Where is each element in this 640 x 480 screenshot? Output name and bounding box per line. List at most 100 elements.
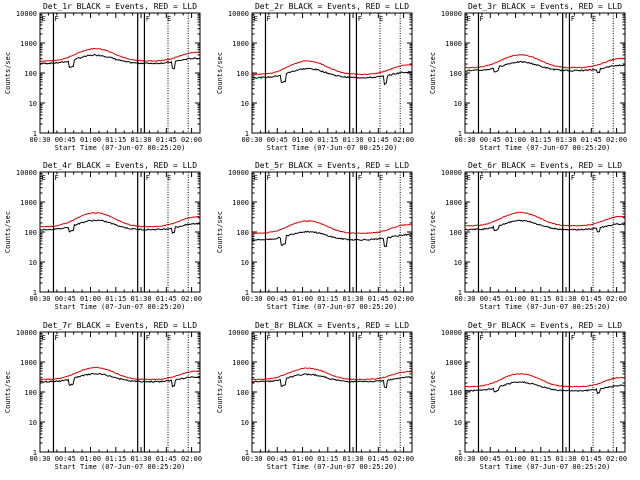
flag-letter: F [479, 334, 483, 342]
y-tick-label: 1000 [445, 359, 462, 367]
flag-letter: E [592, 334, 596, 342]
panel-title: Det_5r BLACK = Events, RED = LLD [255, 161, 409, 170]
flag-letter: F [358, 334, 362, 342]
y-tick-label: 10000 [16, 169, 37, 177]
x-tick-label: 00:30 [29, 455, 50, 463]
y-tick-label: 10 [29, 100, 37, 108]
events-series [464, 219, 626, 233]
x-tick-label: 00:30 [454, 295, 475, 303]
events-series [39, 219, 200, 235]
x-tick-label: 02:00 [181, 295, 202, 303]
y-axis-label: Counts/sec [216, 52, 224, 94]
y-tick-label: 100 [24, 389, 37, 397]
lld-series [39, 211, 200, 228]
x-axis-label: Start Time (07-Jun-07 00:25:20) [267, 303, 398, 311]
y-tick-label: 1000 [232, 199, 249, 207]
y-axis-label: Counts/sec [4, 371, 12, 413]
x-tick-label: 00:45 [55, 136, 76, 144]
x-tick-label: 00:45 [267, 136, 288, 144]
lld-series [251, 367, 412, 381]
plot-frame [464, 171, 626, 293]
x-tick-label: 01:00 [292, 455, 313, 463]
x-tick-label: 02:00 [181, 136, 202, 144]
plot-frame [39, 171, 201, 293]
y-tick-label: 1 [33, 289, 37, 297]
panel-2: Det_2r BLACK = Events, RED = LLD 1 10 100 10… [216, 2, 414, 152]
flag-letter: F [571, 15, 575, 23]
y-tick-label: 10000 [441, 169, 462, 177]
lld-series [464, 372, 625, 388]
y-tick-label: 1000 [20, 199, 37, 207]
x-tick-label: 00:30 [241, 295, 262, 303]
y-tick-label: 100 [449, 229, 462, 237]
x-tick-label: 01:15 [530, 455, 551, 463]
flag-letter: F [146, 15, 150, 23]
flag-letter: E [167, 15, 171, 23]
y-tick-label: 100 [236, 70, 249, 78]
y-tick-label: 10 [241, 259, 249, 267]
y-tick-label: 1 [33, 130, 37, 138]
y-tick-label: 10 [454, 259, 462, 267]
x-tick-label: 01:45 [581, 455, 602, 463]
x-tick-label: 01:15 [105, 455, 126, 463]
flag-letter: E [167, 334, 171, 342]
y-tick-label: 100 [24, 229, 37, 237]
flag-letter: E [254, 15, 258, 23]
panel-4: Det_4r BLACK = Events, RED = LLD 1 10 100 10… [4, 161, 202, 311]
x-tick-label: 01:45 [581, 136, 602, 144]
plot-frame [251, 171, 413, 293]
x-tick-label: 01:30 [343, 136, 364, 144]
x-tick-label: 01:45 [156, 455, 177, 463]
flag-letter: E [42, 174, 46, 182]
y-tick-label: 1 [458, 130, 462, 138]
x-tick-label: 00:45 [480, 136, 501, 144]
y-tick-label: 100 [24, 70, 37, 78]
y-axis-label: Counts/sec [429, 52, 437, 94]
x-tick-label: 02:00 [393, 136, 414, 144]
panel-title: Det_7r BLACK = Events, RED = LLD [43, 321, 197, 330]
x-tick-label: 00:30 [241, 136, 262, 144]
y-tick-label: 10000 [16, 10, 37, 18]
y-tick-label: 10000 [16, 329, 37, 337]
y-tick-label: 10000 [228, 329, 249, 337]
flag-letter: F [479, 174, 483, 182]
y-tick-label: 1000 [20, 40, 37, 48]
panel-title: Det_6r BLACK = Events, RED = LLD [468, 161, 622, 170]
flag-letter: E [467, 334, 471, 342]
y-tick-label: 10 [454, 419, 462, 427]
flag-letter: E [379, 174, 383, 182]
y-tick-label: 1000 [232, 359, 249, 367]
x-tick-label: 01:30 [556, 295, 577, 303]
x-tick-label: 01:30 [131, 136, 152, 144]
events-series [39, 54, 200, 70]
y-tick-label: 10 [29, 259, 37, 267]
lld-series [465, 211, 625, 227]
y-tick-label: 100 [449, 70, 462, 78]
x-tick-label: 00:30 [454, 455, 475, 463]
x-tick-label: 00:45 [267, 295, 288, 303]
x-tick-label: 01:45 [368, 295, 389, 303]
lld-series [252, 60, 412, 76]
events-series [251, 230, 412, 248]
flag-letter: E [254, 334, 258, 342]
flag-letter: F [571, 334, 575, 342]
y-tick-label: 10000 [441, 329, 462, 337]
y-axis-label: Counts/sec [216, 371, 224, 413]
flag-letter: E [467, 174, 471, 182]
flag-letter: F [54, 334, 58, 342]
x-tick-label: 02:00 [393, 455, 414, 463]
x-tick-label: 01:00 [505, 136, 526, 144]
y-tick-label: 1 [245, 130, 249, 138]
panel-1: Det_1r BLACK = Events, RED = LLD 1 10 100 10… [4, 2, 202, 152]
x-tick-label: 01:00 [505, 295, 526, 303]
panel-title: Det_9r BLACK = Events, RED = LLD [468, 321, 622, 330]
x-tick-label: 00:45 [480, 455, 501, 463]
x-tick-label: 01:00 [80, 136, 101, 144]
events-series [465, 60, 625, 74]
x-tick-label: 00:30 [29, 136, 50, 144]
x-tick-label: 01:15 [530, 295, 551, 303]
plot-frame [251, 331, 413, 453]
flag-letter: E [467, 15, 471, 23]
x-axis-label: Start Time (07-Jun-07 00:25:20) [480, 303, 611, 311]
x-tick-label: 02:00 [606, 455, 627, 463]
